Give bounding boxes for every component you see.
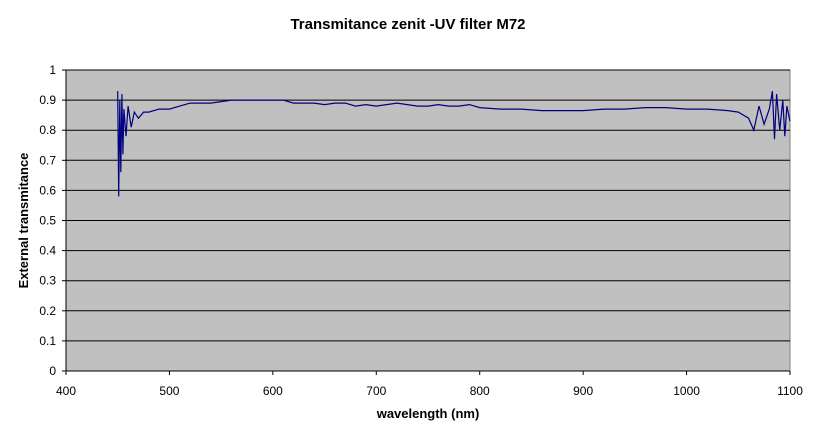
y-tick-label: 0.1 bbox=[39, 334, 56, 348]
y-tick-label: 0.2 bbox=[39, 304, 56, 318]
x-tick-label: 900 bbox=[573, 384, 593, 398]
y-axis-label: External transmitance bbox=[16, 153, 31, 289]
chart-title: Transmitance zenit -UV filter M72 bbox=[290, 16, 526, 33]
y-tick-label: 0.9 bbox=[39, 93, 56, 107]
x-tick-label: 400 bbox=[56, 384, 76, 398]
y-tick-label: 1 bbox=[49, 63, 56, 77]
y-tick-label: 0.4 bbox=[39, 244, 56, 258]
x-tick-label: 700 bbox=[366, 384, 386, 398]
x-tick-label: 600 bbox=[263, 384, 283, 398]
x-axis-label: wavelength (nm) bbox=[376, 406, 480, 421]
y-tick-label: 0.8 bbox=[39, 123, 56, 137]
transmittance-series-line bbox=[117, 90, 791, 197]
y-tick-label: 0.7 bbox=[39, 153, 56, 167]
x-tick-label: 500 bbox=[159, 384, 179, 398]
y-tick-label: 0.3 bbox=[39, 274, 56, 288]
y-tick-label: 0.6 bbox=[39, 183, 56, 197]
x-tick-label: 1000 bbox=[673, 384, 700, 398]
x-tick-label: 800 bbox=[470, 384, 490, 398]
x-tick-label: 1100 bbox=[777, 384, 803, 398]
y-tick-label: 0.5 bbox=[39, 214, 56, 228]
y-tick-label: 0 bbox=[49, 364, 56, 378]
